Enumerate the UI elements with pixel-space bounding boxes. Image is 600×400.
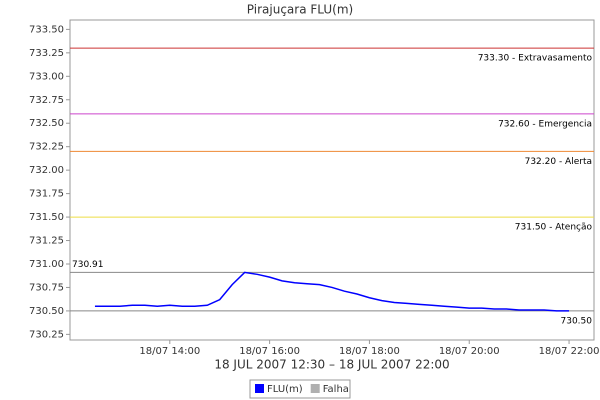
y-tick-label: 733.00 — [29, 71, 64, 82]
legend-swatch — [310, 384, 320, 393]
y-tick-label: 733.50 — [29, 24, 64, 35]
legend-swatch — [255, 384, 264, 393]
y-tick-label: 733.25 — [29, 48, 64, 59]
threshold-label: 731.50 - Atenção — [515, 223, 593, 233]
marker-label: 730.91 — [72, 260, 104, 270]
y-tick-label: 732.75 — [29, 95, 64, 106]
legend-label: Falha — [323, 384, 349, 395]
y-tick-label: 730.75 — [29, 282, 64, 293]
x-tick-label: 18/07 16:00 — [239, 346, 300, 357]
marker-label: 730.50 — [561, 316, 593, 326]
threshold-label: 733.30 - Extravasamento — [478, 54, 593, 64]
x-tick-label: 18/07 14:00 — [139, 346, 200, 357]
y-tick-label: 730.25 — [29, 329, 64, 340]
x-tick-label: 18/07 18:00 — [339, 346, 400, 357]
data-line — [94, 271, 570, 312]
y-tick-label: 732.50 — [29, 118, 64, 129]
x-axis-label: 18 JUL 2007 12:30 – 18 JUL 2007 22:00 — [214, 358, 449, 372]
y-tick-label: 730.50 — [29, 306, 64, 317]
x-tick-label: 18/07 22:00 — [539, 346, 600, 357]
legend: FLU(m) Falha — [249, 379, 351, 399]
y-tick-label: 731.75 — [29, 189, 64, 200]
y-tick-label: 731.25 — [29, 236, 64, 247]
legend-label: FLU(m) — [267, 384, 303, 395]
y-tick-label: 732.25 — [29, 142, 64, 153]
threshold-label: 732.60 - Emergencia — [498, 119, 592, 129]
y-tick-label: 731.00 — [29, 259, 64, 270]
chart-title: Pirajuçara FLU(m) — [247, 3, 353, 17]
threshold-label: 732.20 - Alerta — [525, 157, 592, 167]
y-tick-label: 732.00 — [29, 165, 64, 176]
x-tick-label: 18/07 20:00 — [439, 346, 500, 357]
plot-area — [69, 19, 595, 341]
legend-box — [249, 379, 351, 399]
y-tick-label: 731.50 — [29, 212, 64, 223]
